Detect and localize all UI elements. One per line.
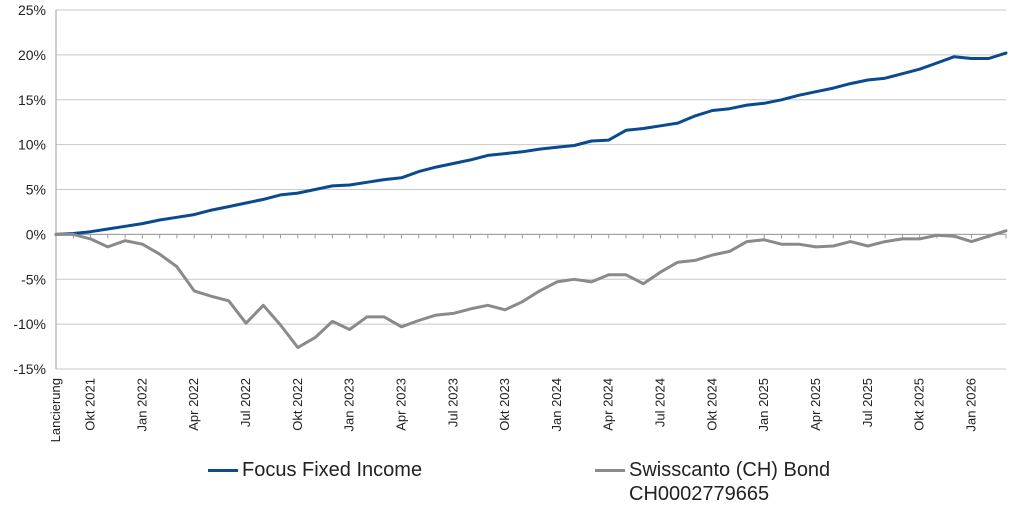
x-tick-label: Jul 2025: [860, 378, 875, 427]
legend-swatch-series-1: [208, 469, 238, 472]
x-tick-label: Jan 2023: [342, 378, 357, 432]
x-tick-label: Apr 2022: [186, 378, 201, 431]
x-tick-label: Jan 2022: [134, 378, 149, 432]
y-tick-label: 0%: [26, 226, 46, 242]
series-line-1: [54, 51, 1008, 236]
x-tick-label: Okt 2023: [497, 378, 512, 431]
x-tick-label: Jan 2025: [756, 378, 771, 432]
y-tick-label: -10%: [13, 316, 46, 332]
x-tick-label: Okt 2022: [290, 378, 305, 431]
x-tick-label: Apr 2025: [808, 378, 823, 431]
y-tick-label: 10%: [18, 137, 46, 153]
x-tick-label: Okt 2025: [912, 378, 927, 431]
legend-item-series-2: Swisscanto (CH) Bond CH0002779665: [595, 458, 830, 506]
x-tick-label: Jul 2024: [653, 378, 668, 427]
x-tick-label: Apr 2024: [601, 378, 616, 431]
legend-label-series-1: Focus Fixed Income: [242, 459, 423, 481]
legend: Focus Fixed Income Swisscanto (CH) Bond …: [0, 458, 1024, 522]
y-tick-label: 5%: [26, 182, 46, 198]
y-tick-labels: 25% 20% 15% 10% 5% 0% -5% -10% -15%: [13, 2, 46, 377]
x-tick-label: Lancierung: [48, 378, 63, 442]
series-lines: [54, 51, 1008, 349]
x-tick-label: Jan 2024: [549, 378, 564, 432]
y-tick-label: 25%: [18, 2, 46, 18]
x-tick-label: Apr 2023: [393, 378, 408, 431]
y-tick-label: -15%: [13, 361, 46, 377]
legend-swatch-series-2: [595, 469, 625, 472]
axes: [55, 10, 1007, 369]
x-tick-label: Jul 2022: [238, 378, 253, 427]
x-tick-label: Jul 2023: [445, 378, 460, 427]
series-line-2: [54, 229, 1008, 349]
y-tick-label: 15%: [18, 92, 46, 108]
x-tick-label: Okt 2021: [83, 378, 98, 431]
grid-lines: [56, 9, 1006, 370]
x-tick-label: Okt 2024: [704, 378, 719, 431]
legend-label-series-2: Swisscanto (CH) Bond CH0002779665: [629, 459, 831, 505]
y-tick-label: 20%: [18, 47, 46, 63]
line-chart: 25% 20% 15% 10% 5% 0% -5% -10% -15% Lancierung Ok…: [13, 2, 1008, 442]
x-tick-labels: Lancierung Okt 2021 Jan 2022 Apr 2022 Jul 20…: [48, 378, 978, 442]
y-tick-label: -5%: [21, 271, 46, 287]
x-tick-label: Jan 2026: [963, 378, 978, 432]
legend-item-series-1: Focus Fixed Income: [208, 458, 422, 482]
